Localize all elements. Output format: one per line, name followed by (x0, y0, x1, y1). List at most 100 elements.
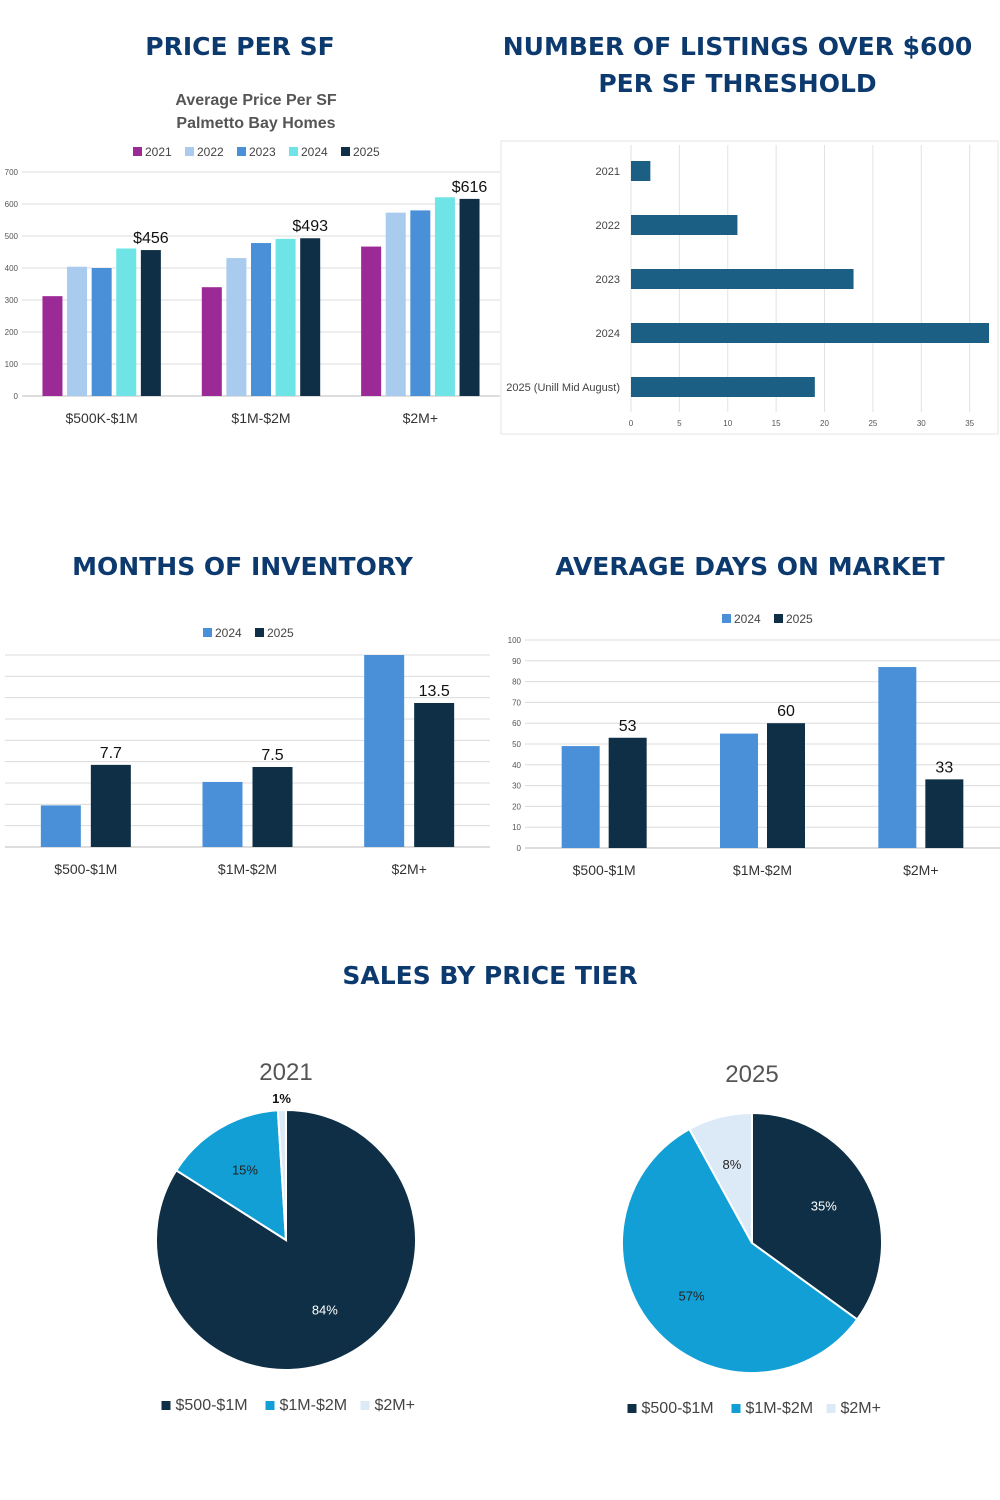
pie-slice-0 (751, 1111, 883, 1321)
y-tick-label: 20 (512, 802, 521, 811)
x-tick-label: 15 (772, 419, 781, 428)
y-tick-label: 600 (5, 200, 19, 209)
legend-swatch-2025 (255, 628, 264, 637)
bar-2024-0 (116, 248, 137, 396)
x-category-label: $1M-$2M (733, 862, 792, 878)
pie-legend-label: $1M-$2M (280, 1397, 348, 1414)
y-tick-label: 700 (5, 168, 19, 177)
bar-2021-1 (201, 287, 222, 396)
x-tick-label: 20 (820, 419, 829, 428)
bar-2025-2 (414, 703, 455, 847)
bar-2023-0 (91, 268, 112, 396)
y-tick-label: 100 (508, 636, 522, 645)
legend-label-2025: 2025 (353, 145, 380, 159)
x-tick-label: 0 (629, 419, 634, 428)
y-tick-label: 500 (5, 232, 19, 241)
bar-2 (631, 269, 854, 289)
data-label: 53 (619, 718, 637, 735)
pie-title: 2025 (725, 1061, 778, 1088)
x-category-label: $2M+ (391, 861, 426, 877)
x-category-label: $1M-$2M (231, 410, 290, 426)
listings-over-threshold-chart: 0 5 10 15 20 25 30 35 2021 2022 2023 2024 2025 (Unil… (500, 140, 999, 435)
legend-label-2022: 2022 (197, 145, 224, 159)
x-tick-label: 25 (868, 419, 877, 428)
y-tick-label: 400 (5, 264, 19, 273)
legend-label-2024: 2024 (734, 612, 761, 626)
legend-swatch-2025 (341, 147, 350, 156)
bar-2022-2 (385, 212, 406, 396)
pie-slice-1 (621, 1127, 859, 1374)
legend-swatch-2023 (237, 147, 246, 156)
y-category-label: 2023 (596, 274, 620, 286)
y-tick-label: 80 (512, 678, 521, 687)
x-category-label: $500-$1M (573, 862, 636, 878)
pie-legend-swatch (826, 1404, 836, 1413)
bar-2025-0 (90, 764, 131, 847)
pie-legend-swatch (627, 1404, 637, 1413)
legend-swatch-2021 (133, 147, 142, 156)
days-on-market-chart: 2024 2025 0 10 20 30 40 50 60 70 80 90 100 53 $500-$1M… (508, 612, 1000, 878)
y-tick-label: 0 (517, 844, 522, 853)
pie-slice-label: 8% (723, 1157, 742, 1172)
legend-label-2023: 2023 (249, 145, 276, 159)
legend-swatch-2024 (203, 628, 212, 637)
legend-label-2024: 2024 (301, 145, 328, 159)
bar-0 (631, 161, 651, 181)
data-label: 13.5 (419, 683, 450, 700)
x-category-label: $500-$1M (54, 861, 117, 877)
y-category-label: 2025 (Unill Mid August) (506, 382, 620, 394)
months-of-inventory-chart: 2024 2025 7.7 $500-$1M 7.5 $1M-$2M 13.5 $2M+ (5, 626, 490, 877)
y-tick-label: 10 (512, 823, 521, 832)
bar-2023-1 (251, 243, 271, 396)
bar-2022-0 (67, 266, 88, 396)
legend-swatch-2022 (185, 147, 194, 156)
y-tick-label: 40 (512, 761, 521, 770)
y-category-label: 2022 (596, 220, 620, 232)
x-tick-label: 30 (917, 419, 926, 428)
bar-2025-2 (459, 198, 480, 396)
average-days-on-market-heading: AVERAGE DAYS ON MARKET (555, 552, 945, 581)
data-label: $456 (133, 230, 169, 247)
chart-subtitle: Palmetto Bay Homes (176, 115, 335, 132)
sales-2021-pie-chart: 2021 84% 15% 1% $500-$1M $1M-$2M $2M+ (155, 1059, 417, 1414)
bar-1 (631, 215, 738, 235)
y-tick-label: 0 (14, 392, 19, 401)
legend-label-2025: 2025 (267, 626, 294, 640)
pie-legend-swatch (731, 1404, 741, 1413)
chart-title: Average Price Per SF (175, 92, 337, 109)
bar-2023-2 (410, 210, 431, 396)
y-tick-label: 50 (512, 740, 521, 749)
bar-2024-2 (434, 197, 455, 396)
pie-legend-swatch (161, 1401, 171, 1410)
bar-2021-0 (42, 296, 63, 396)
bar-2025-1 (300, 238, 321, 396)
listings-over-threshold-heading: NUMBER OF LISTINGS OVER $600 PER SF THRE… (502, 32, 973, 98)
x-tick-label: 35 (965, 419, 974, 428)
bar-2024-1 (275, 238, 296, 396)
pie-legend-label: $2M+ (375, 1397, 415, 1414)
pie-slice-2 (688, 1111, 753, 1244)
y-tick-label: 90 (512, 657, 521, 666)
bar-2025-1 (252, 767, 293, 847)
months-of-inventory-heading: MONTHS OF INVENTORY (72, 552, 413, 581)
pie-legend-label: $500-$1M (176, 1397, 248, 1414)
pie-legend-label: $2M+ (841, 1400, 881, 1417)
bar-2021-2 (361, 246, 382, 396)
bar-3 (631, 323, 989, 343)
pie-legend-swatch (360, 1401, 370, 1410)
bar-2022-1 (226, 258, 247, 396)
price-per-sf-heading: PRICE PER SF (145, 32, 335, 61)
y-tick-label: 70 (512, 698, 521, 707)
pie-legend-label: $1M-$2M (746, 1400, 814, 1417)
legend-label-2025: 2025 (786, 612, 813, 626)
bar-2025-0 (140, 250, 161, 396)
chart-frame (500, 140, 999, 435)
sales-by-price-tier-heading: SALES BY PRICE TIER (342, 961, 638, 990)
pie-slice-0 (155, 1108, 417, 1371)
pie-title: 2021 (259, 1059, 312, 1086)
bar-2024-2 (364, 655, 405, 847)
data-label: 7.7 (100, 745, 122, 762)
legend-swatch-2024 (289, 147, 298, 156)
pie-slice-label: 57% (679, 1288, 705, 1303)
data-label: 7.5 (261, 747, 283, 764)
